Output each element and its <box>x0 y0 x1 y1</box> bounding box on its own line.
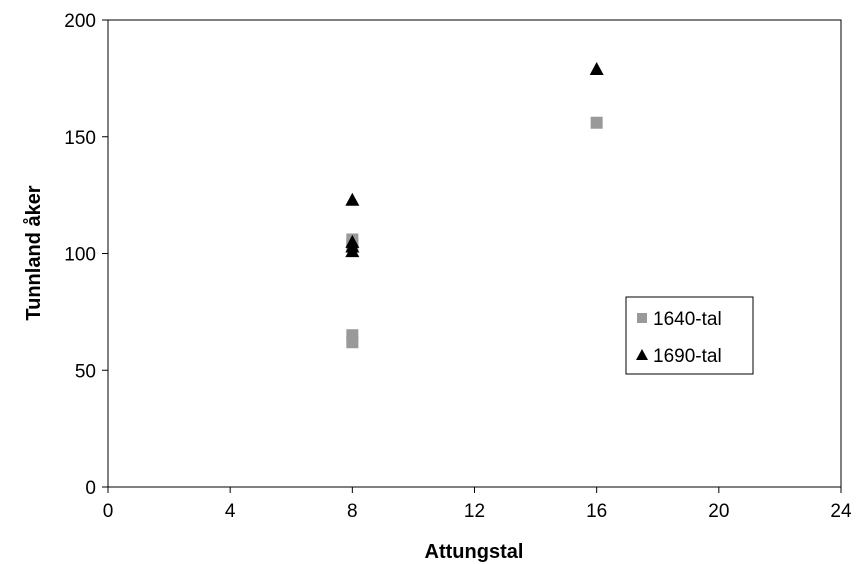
x-tick-label: 24 <box>830 501 852 522</box>
legend-box <box>625 296 754 375</box>
legend-label-1690-tal: 1690-tal <box>653 346 722 367</box>
legend-marker-1640-tal <box>637 313 647 323</box>
x-tick-label: 0 <box>103 501 114 522</box>
point-1640-tal <box>346 336 359 349</box>
x-tick-label: 12 <box>464 501 485 522</box>
y-tick-label: 150 <box>64 128 96 149</box>
y-tick-label: 0 <box>85 478 96 499</box>
x-axis: 0 4 8 12 16 20 24 <box>103 487 852 522</box>
point-1690-tal <box>589 62 604 76</box>
data-points <box>345 62 604 349</box>
y-axis: 0 50 100 150 200 <box>64 11 108 499</box>
legend: 1640-tal 1690-tal <box>625 296 754 375</box>
point-1690-tal <box>345 192 360 206</box>
y-tick-label: 100 <box>64 245 96 266</box>
y-axis-title: Tunnland åker <box>22 185 45 320</box>
x-tick-label: 16 <box>586 501 607 522</box>
plot-area <box>107 19 842 488</box>
legend-marker-1690-tal <box>636 349 648 360</box>
x-tick-label: 8 <box>347 501 358 522</box>
legend-label-1640-tal: 1640-tal <box>653 309 722 330</box>
y-tick-label: 200 <box>64 11 96 32</box>
x-tick-label: 4 <box>225 501 236 522</box>
point-1640-tal <box>590 116 603 129</box>
x-tick-label: 20 <box>708 501 729 522</box>
point-1690-tal <box>345 244 360 258</box>
y-tick-label: 50 <box>75 361 96 382</box>
x-axis-title: Attungstal <box>425 541 524 563</box>
